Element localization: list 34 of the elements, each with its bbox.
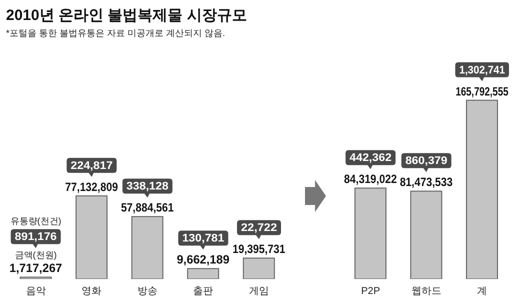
data-label: 81,473,533 [400, 175, 460, 190]
bar [187, 268, 220, 279]
annotation: 224,817 [70, 160, 113, 172]
annotation: 338,128 [126, 180, 168, 193]
data-label: 9,662,189 [176, 252, 230, 267]
annotation: 금액(천원) [14, 250, 57, 260]
bar [131, 216, 164, 279]
annotation: 442,362 [350, 152, 392, 164]
annotation: 1,302,741 [459, 64, 508, 76]
x-tick-label: 영화 [82, 286, 102, 298]
x-tick-label: 게임 [249, 286, 269, 298]
bar [466, 100, 498, 279]
x-tick-label: 출판 [193, 286, 214, 298]
data-label: 165,792,555 [456, 84, 520, 98]
chart-title: 2010년 온라인 불법복제물 시장규모 [6, 6, 247, 25]
annotation: 유통량(천건) [10, 216, 62, 226]
data-label: 77,132,809 [65, 180, 126, 194]
annotation: 891,176 [14, 231, 57, 244]
bar [410, 190, 442, 279]
annotation: 22,722 [241, 222, 277, 234]
bar [242, 258, 275, 279]
data-label: 1,717,267 [9, 261, 63, 276]
x-tick-label: 방송 [137, 286, 158, 298]
chart-subtitle: *포털을 통한 불법유통은 자료 미공개로 계산되지 않음. [6, 27, 226, 40]
annotation: 130,781 [182, 232, 224, 245]
data-label: 19,395,731 [232, 242, 293, 256]
x-tick-label: 계 [477, 286, 488, 298]
annotation: 860,379 [405, 155, 448, 168]
x-tick-label: P2P [361, 286, 380, 298]
bar [76, 195, 108, 279]
data-label: 57,884,561 [120, 200, 181, 215]
bar [354, 188, 386, 279]
x-tick-label: 음악 [26, 286, 46, 298]
x-tick-label: 웹하드 [411, 286, 442, 298]
